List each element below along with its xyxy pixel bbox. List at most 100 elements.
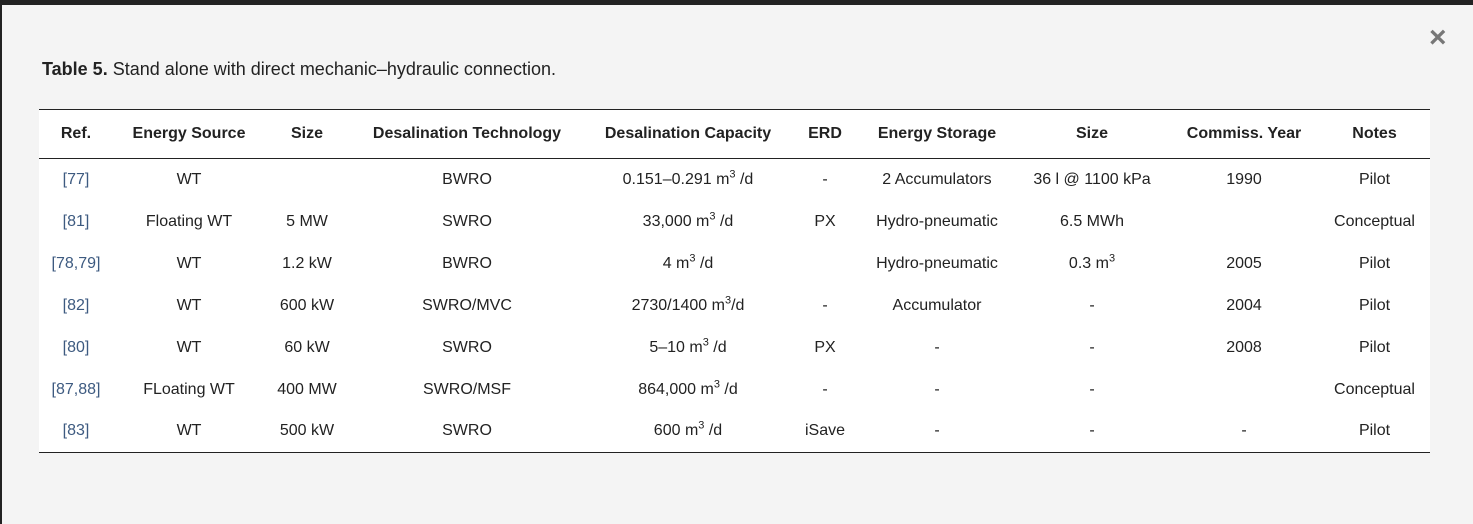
cell-desalination-technology: SWRO/MVC <box>422 296 512 314</box>
cell-desalination-capacity: 33,000 m3 /d <box>585 201 791 243</box>
caption-label: Table 5. <box>42 59 108 79</box>
cell-notes: Pilot <box>1358 254 1391 272</box>
cell-size: 500 kW <box>279 422 335 440</box>
table-row: [77] WT BWRO 0.151–0.291 m3 /d - 2 Accumulato… <box>39 159 1430 201</box>
cell-erd: iSave <box>804 422 846 440</box>
cell-post: /d <box>695 254 714 272</box>
cell-commission-year <box>1169 369 1319 411</box>
cell-storage-size: - <box>1015 327 1169 369</box>
cell-erd: - <box>822 296 828 314</box>
close-icon[interactable]: × <box>1429 21 1447 54</box>
cell-ref[interactable]: [80] <box>62 338 90 356</box>
header-energy-storage: Energy Storage <box>877 125 997 142</box>
cell-pre: 0.3 m <box>1068 254 1109 272</box>
cell-pre: - <box>1089 338 1095 356</box>
cell-energy-source: WT <box>176 422 202 440</box>
cell-commission-year: 2005 <box>1226 254 1262 272</box>
cell-sup: 3 <box>689 252 696 265</box>
header-commission-year: Commiss. Year <box>1186 125 1302 142</box>
cell-post: /d <box>708 338 727 356</box>
cell-energy-source: WT <box>176 296 202 314</box>
cell-pre: 5–10 m <box>649 338 703 356</box>
cell-erd: - <box>822 170 828 188</box>
cell-post: /d <box>731 296 745 314</box>
cell-pre: - <box>1089 422 1095 440</box>
cell-ref[interactable]: [83] <box>62 422 90 440</box>
cell-notes: Pilot <box>1358 338 1391 356</box>
cell-ref[interactable]: [82] <box>62 296 90 314</box>
cell-ref[interactable]: [87,88] <box>51 380 101 398</box>
cell-post: /d <box>704 422 723 440</box>
header-desalination-technology: Desalination Technology <box>372 125 562 142</box>
cell-notes: Conceptual <box>1334 380 1415 398</box>
cell-size: 400 MW <box>277 380 337 398</box>
cell-desalination-capacity: 5–10 m3 /d <box>585 327 791 369</box>
cell-desalination-capacity: 0.151–0.291 m3 /d <box>585 159 791 201</box>
cell-pre: 600 m <box>653 422 699 440</box>
cell-energy-source: WT <box>176 338 202 356</box>
cell-pre: 36 l @ 1100 kPa <box>1033 170 1151 188</box>
cell-storage-size: - <box>1015 369 1169 411</box>
table-row: [83] WT 500 kW SWRO 600 m3 /d iSave - - - Pilot <box>39 411 1430 453</box>
cell-sup: 3 <box>724 294 732 307</box>
cell-ref[interactable]: [78,79] <box>51 254 101 272</box>
cell-sup: 3 <box>729 168 736 181</box>
cell-storage-size: 36 l @ 1100 kPa <box>1015 159 1169 201</box>
cell-notes: Pilot <box>1358 422 1391 440</box>
cell-sup: 3 <box>713 378 720 391</box>
cell-erd <box>791 243 859 285</box>
cell-commission-year: 1990 <box>1226 170 1262 188</box>
cell-pre: - <box>1089 380 1095 398</box>
cell-energy-source: WT <box>176 254 202 272</box>
cell-pre: 864,000 m <box>638 380 714 398</box>
cell-erd: - <box>822 380 828 398</box>
cell-size: 600 kW <box>279 296 335 314</box>
cell-ref[interactable]: [81] <box>62 212 90 230</box>
cell-energy-storage: Hydro-pneumatic <box>876 254 998 272</box>
cell-ref[interactable]: [77] <box>62 170 90 188</box>
table-row: [82] WT 600 kW SWRO/MVC 2730/1400 m3/d - Accum… <box>39 285 1430 327</box>
cell-size <box>265 159 349 201</box>
cell-size: 60 kW <box>284 338 330 356</box>
cell-post: /d <box>715 212 734 230</box>
cell-erd: PX <box>814 212 836 230</box>
cell-sup: 3 <box>1108 252 1116 265</box>
cell-pre: 2730/1400 m <box>631 296 725 314</box>
header-desalination-capacity: Desalination Capacity <box>604 125 772 142</box>
cell-commission-year <box>1169 201 1319 243</box>
cell-desalination-technology: BWRO <box>442 170 492 188</box>
header-energy-source: Energy Source <box>132 125 246 142</box>
cell-desalination-technology: SWRO/MSF <box>423 380 511 398</box>
cell-pre: 6.5 MWh <box>1059 212 1124 230</box>
cell-storage-size: 0.3 m3 <box>1015 243 1169 285</box>
cell-desalination-capacity: 4 m3 /d <box>585 243 791 285</box>
header-storage-size: Size <box>1075 125 1108 142</box>
cell-sup: 3 <box>709 210 716 223</box>
cell-size: 1.2 kW <box>282 254 332 272</box>
cell-energy-storage: 2 Accumulators <box>882 170 992 188</box>
cell-desalination-technology: BWRO <box>442 254 492 272</box>
cell-post: /d <box>719 380 738 398</box>
cell-commission-year: - <box>1241 422 1247 440</box>
cell-desalination-technology: SWRO <box>442 212 492 230</box>
header-ref: Ref. <box>60 125 92 142</box>
cell-storage-size: - <box>1015 285 1169 327</box>
cell-pre: 4 m <box>662 254 690 272</box>
cell-energy-storage: Accumulator <box>892 296 982 314</box>
cell-desalination-capacity: 2730/1400 m3/d <box>585 285 791 327</box>
cell-commission-year: 2004 <box>1226 296 1262 314</box>
header-erd: ERD <box>808 125 842 142</box>
table-row: [87,88] FLoating WT 400 MW SWRO/MSF 864,000 … <box>39 369 1430 411</box>
cell-energy-storage: - <box>934 422 940 440</box>
cell-desalination-capacity: 864,000 m3 /d <box>585 369 791 411</box>
cell-size: 5 MW <box>286 212 328 230</box>
table-row: [81] Floating WT 5 MW SWRO 33,000 m3 /d PX Hyd… <box>39 201 1430 243</box>
cell-desalination-technology: SWRO <box>442 422 492 440</box>
cell-commission-year: 2008 <box>1226 338 1262 356</box>
caption-text: Stand alone with direct mechanic–hydraul… <box>107 59 556 79</box>
header-size: Size <box>290 125 323 142</box>
cell-notes: Pilot <box>1358 170 1391 188</box>
cell-erd: PX <box>814 338 836 356</box>
data-table: Ref. Energy Source Size Desalination Techno… <box>39 109 1430 453</box>
table-row: [78,79] WT 1.2 kW BWRO 4 m3 /d Hydro-pneumati… <box>39 243 1430 285</box>
